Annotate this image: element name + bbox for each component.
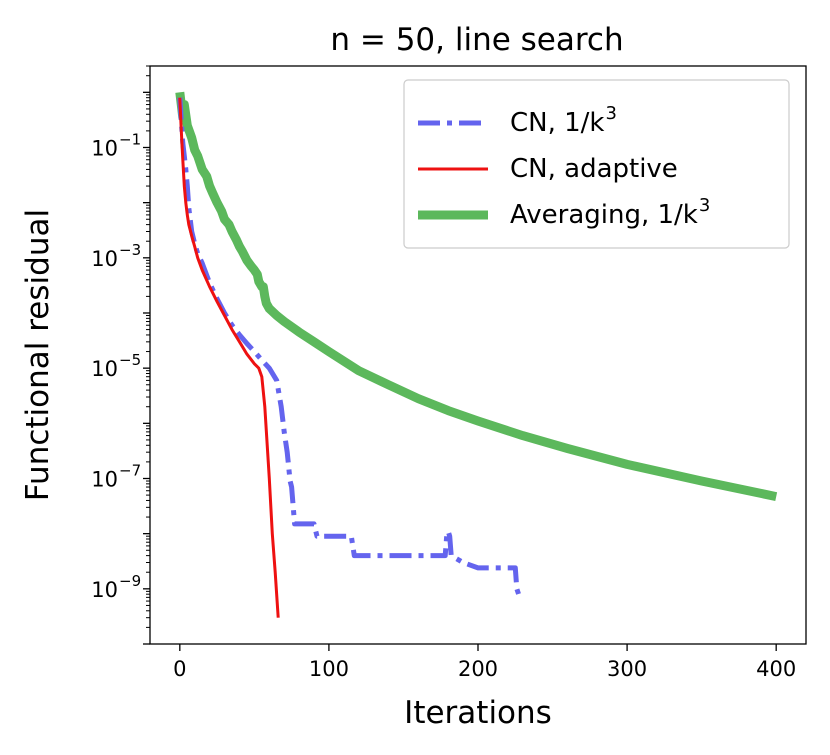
y-tick-exponent: −5 xyxy=(119,351,141,369)
legend-label-1: CN, adaptive xyxy=(510,154,678,184)
y-tick-label: 10 xyxy=(91,357,118,381)
x-axis-label: Iterations xyxy=(404,695,552,731)
y-tick-exponent: −1 xyxy=(119,130,141,148)
chart-title: n = 50, line search xyxy=(330,22,623,58)
series-line-2 xyxy=(175,91,778,502)
legend-box xyxy=(403,79,790,249)
legend-label-0: CN, 1/k xyxy=(510,108,605,138)
y-tick-exponent: −9 xyxy=(119,572,141,590)
series-layer xyxy=(175,91,778,618)
y-tick-label: 10 xyxy=(91,467,118,491)
y-tick-label: 10 xyxy=(91,247,118,271)
y-tick-exponent: −7 xyxy=(119,461,141,479)
y-axis-label: Functional residual xyxy=(20,209,56,501)
y-tick-exponent: −3 xyxy=(119,241,141,259)
x-tick-label: 300 xyxy=(607,657,647,681)
y-tick-label: 10 xyxy=(91,136,118,160)
y-tick-label: 10 xyxy=(91,578,118,602)
x-tick-label: 400 xyxy=(756,657,796,681)
legend-label-exponent-2: 3 xyxy=(699,195,710,216)
legend-label-exponent-0: 3 xyxy=(606,103,617,124)
series-line-1 xyxy=(178,97,280,618)
legend-label-2: Averaging, 1/k xyxy=(510,200,698,230)
y-axis: 10−110−310−510−710−9 xyxy=(91,65,150,645)
x-tick-label: 100 xyxy=(309,657,349,681)
x-tick-label: 200 xyxy=(458,657,498,681)
x-tick-label: 0 xyxy=(173,657,186,681)
x-axis: 0 100 200 300 400 xyxy=(173,644,796,681)
